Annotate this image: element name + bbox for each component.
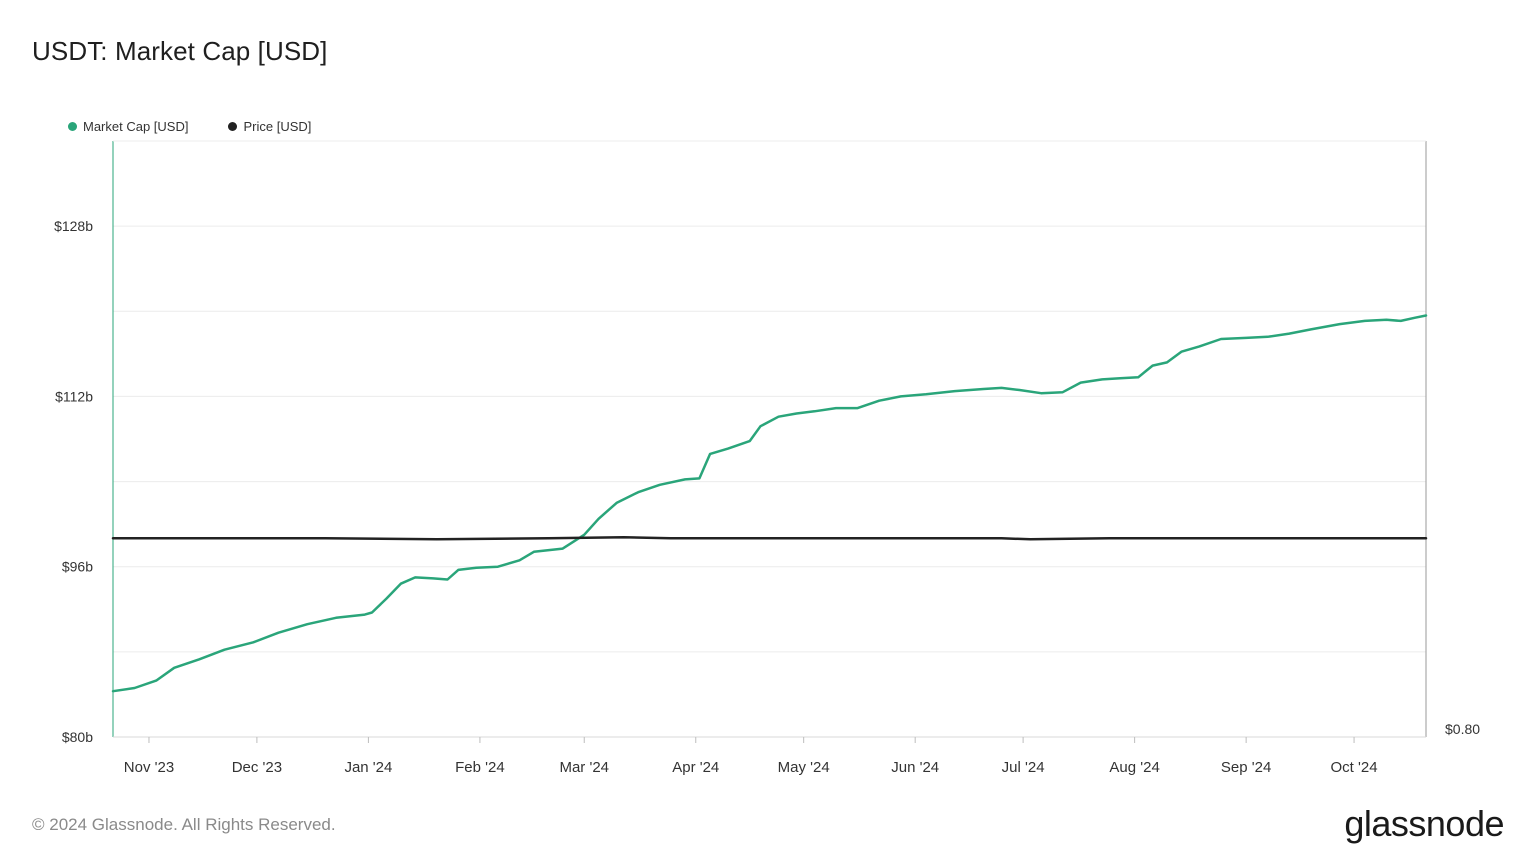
- chart-title: USDT: Market Cap [USD]: [32, 36, 328, 66]
- x-tick-label: May '24: [778, 759, 830, 776]
- x-tick-label: Sep '24: [1221, 759, 1271, 776]
- y-right-tick-label: $0.80: [1445, 721, 1480, 737]
- y-tick-label: $112b: [55, 388, 93, 404]
- x-tick-label: Oct '24: [1331, 759, 1378, 776]
- x-tick-label: Feb '24: [455, 759, 505, 776]
- x-tick-label: Nov '23: [124, 759, 174, 776]
- legend: Market Cap [USD] Price [USD]: [68, 119, 311, 134]
- brand-logo: glassnode: [1344, 803, 1504, 844]
- legend-label-price: Price [USD]: [243, 119, 312, 134]
- legend-label-market-cap: Market Cap [USD]: [83, 119, 189, 134]
- legend-dot-price: [228, 122, 238, 131]
- x-tick-label: Apr '24: [672, 759, 719, 776]
- legend-item-price[interactable]: Price [USD]: [228, 119, 311, 134]
- x-tick-label: Dec '23: [232, 759, 282, 776]
- x-tick-label: Jun '24: [891, 759, 939, 776]
- x-tick-label: Jan '24: [344, 759, 392, 776]
- market-cap-series-line: [111, 314, 1428, 693]
- legend-dot-market-cap: [68, 122, 77, 131]
- copyright-text: © 2024 Glassnode. All Rights Reserved.: [32, 815, 336, 834]
- y-tick-label: $128b: [54, 218, 93, 234]
- x-tick-label: Mar '24: [559, 759, 609, 776]
- legend-item-market-cap[interactable]: Market Cap [USD]: [68, 119, 188, 134]
- y-tick-label: $96b: [62, 559, 93, 575]
- y-tick-label: $80b: [62, 729, 93, 745]
- x-tick-label: Aug '24: [1109, 759, 1159, 776]
- x-tick-label: Jul '24: [1002, 759, 1045, 776]
- price-series-line: [111, 536, 1428, 541]
- chart-area[interactable]: $80b $96b $112b $128b $0.80 Nov '23 Dec '23 Jan…: [0, 0, 1536, 800]
